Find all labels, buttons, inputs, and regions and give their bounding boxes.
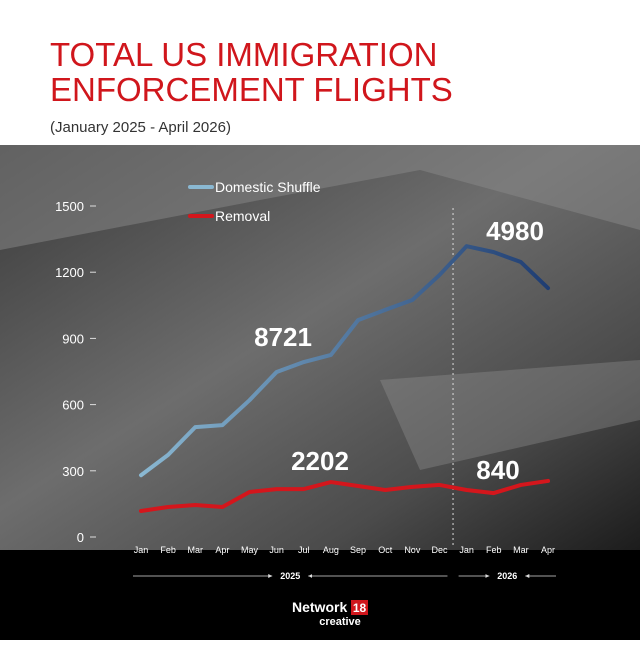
- y-tick-label: 600: [62, 398, 84, 413]
- y-tick-label: 0: [77, 530, 84, 545]
- x-tick-label: Jan: [134, 545, 149, 555]
- x-tick-label: Mar: [188, 545, 204, 555]
- year-label: 2025: [280, 571, 300, 581]
- plane-shape: [0, 145, 640, 250]
- ramp-shape: [380, 360, 640, 470]
- series-line: [139, 244, 550, 478]
- year-label: 2026: [497, 571, 517, 581]
- x-tick-label: Jun: [269, 545, 284, 555]
- x-tick-label: Feb: [160, 545, 176, 555]
- footer-bg: [0, 550, 640, 640]
- y-tick-label: 1500: [55, 199, 84, 214]
- annotation: 840: [476, 455, 519, 485]
- x-tick-label: Feb: [486, 545, 502, 555]
- annotation: 4980: [486, 216, 544, 246]
- x-tick-label: Apr: [215, 545, 229, 555]
- x-tick-label: Jan: [459, 545, 474, 555]
- x-tick-label: Aug: [323, 545, 339, 555]
- legend-label: Domestic Shuffle: [215, 179, 321, 195]
- header-bg: [0, 0, 640, 145]
- x-tick-label: Oct: [378, 545, 393, 555]
- legend-label: Removal: [215, 208, 270, 224]
- brand-name: Network: [292, 599, 347, 615]
- subtitle: (January 2025 - April 2026): [50, 119, 231, 136]
- x-tick-label: Apr: [541, 545, 555, 555]
- title-line: TOTAL US IMMIGRATION: [50, 36, 437, 73]
- y-tick-label: 1200: [55, 265, 84, 280]
- x-tick-label: May: [241, 545, 259, 555]
- x-tick-label: Mar: [513, 545, 529, 555]
- y-tick-label: 300: [62, 464, 84, 479]
- y-tick-label: 900: [62, 331, 84, 346]
- brand-box: [351, 600, 368, 615]
- x-tick-label: Nov: [404, 545, 421, 555]
- brand-number: 18: [353, 601, 367, 615]
- series-line: [139, 478, 550, 513]
- x-tick-label: Jul: [298, 545, 310, 555]
- annotation: 2202: [291, 446, 349, 476]
- x-tick-label: Sep: [350, 545, 366, 555]
- brand-tagline: creative: [319, 616, 361, 628]
- annotation: 8721: [254, 322, 312, 352]
- title-line: ENFORCEMENT FLIGHTS: [50, 71, 453, 108]
- x-tick-label: Dec: [431, 545, 448, 555]
